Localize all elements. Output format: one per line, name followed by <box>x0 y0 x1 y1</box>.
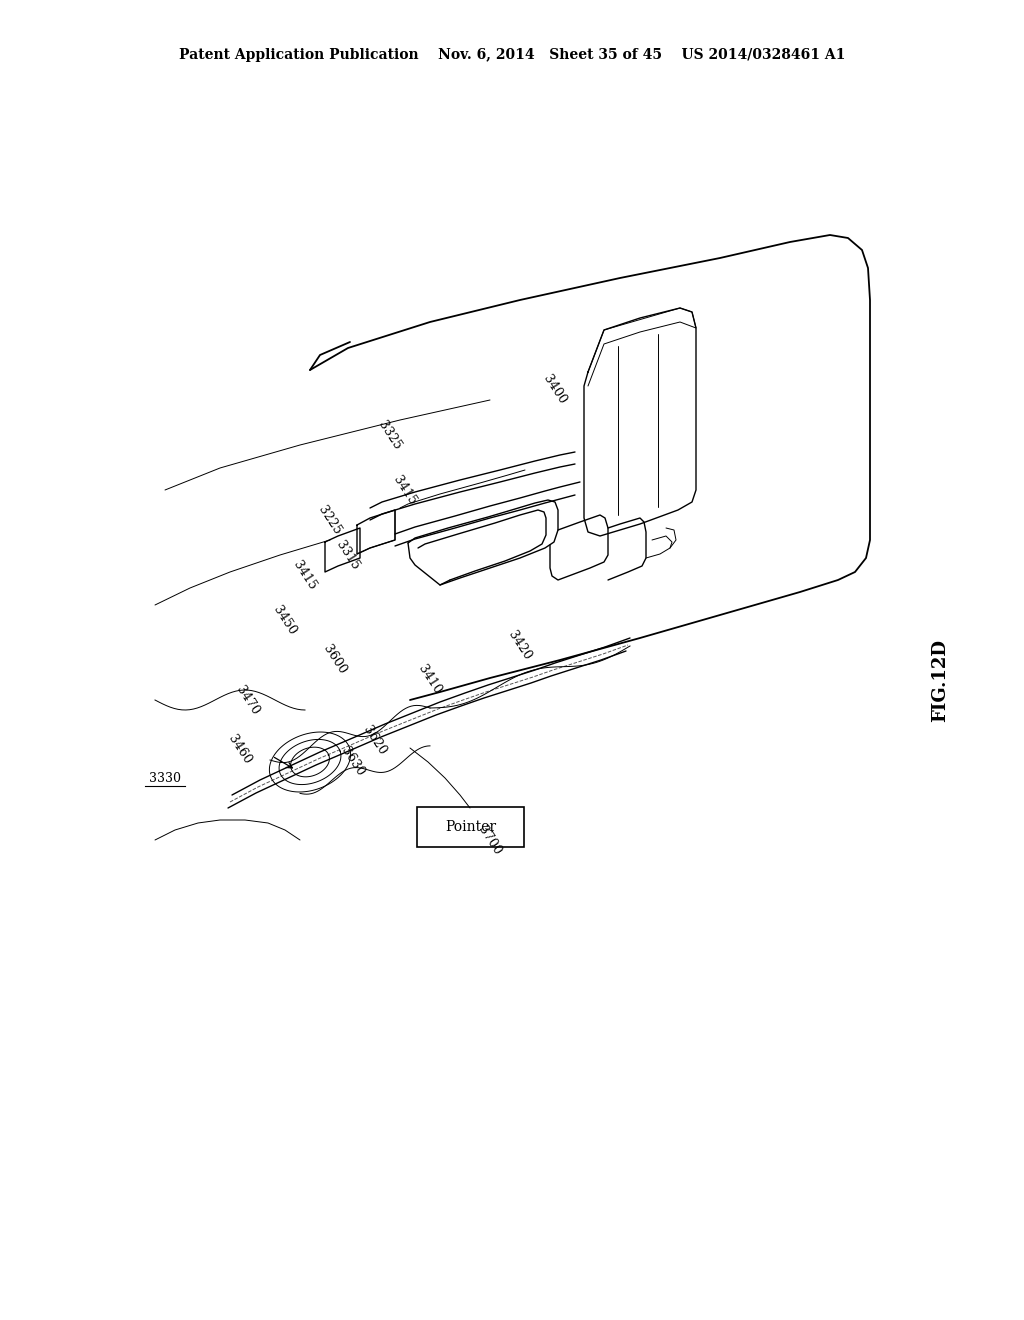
Text: 3450: 3450 <box>271 603 299 638</box>
Text: 3630: 3630 <box>339 744 368 779</box>
Text: 3330: 3330 <box>150 771 181 784</box>
Text: 3415: 3415 <box>391 473 419 507</box>
Text: 3315: 3315 <box>334 539 362 572</box>
Text: Patent Application Publication    Nov. 6, 2014   Sheet 35 of 45    US 2014/03284: Patent Application Publication Nov. 6, 2… <box>179 48 845 62</box>
Text: 3410: 3410 <box>416 663 444 697</box>
Text: Pointer: Pointer <box>445 820 496 834</box>
Text: 3325: 3325 <box>376 418 404 451</box>
Text: 3415: 3415 <box>291 558 319 591</box>
Text: 3225: 3225 <box>316 503 344 537</box>
Text: 3700: 3700 <box>476 824 504 857</box>
Text: 3420: 3420 <box>506 628 535 661</box>
Text: 3600: 3600 <box>321 643 349 677</box>
Text: FIG.12D: FIG.12D <box>931 639 949 722</box>
Text: 3460: 3460 <box>226 733 254 767</box>
Text: 3470: 3470 <box>233 682 262 717</box>
FancyBboxPatch shape <box>417 807 524 847</box>
Text: 3400: 3400 <box>541 374 569 407</box>
Text: 3620: 3620 <box>360 723 389 756</box>
